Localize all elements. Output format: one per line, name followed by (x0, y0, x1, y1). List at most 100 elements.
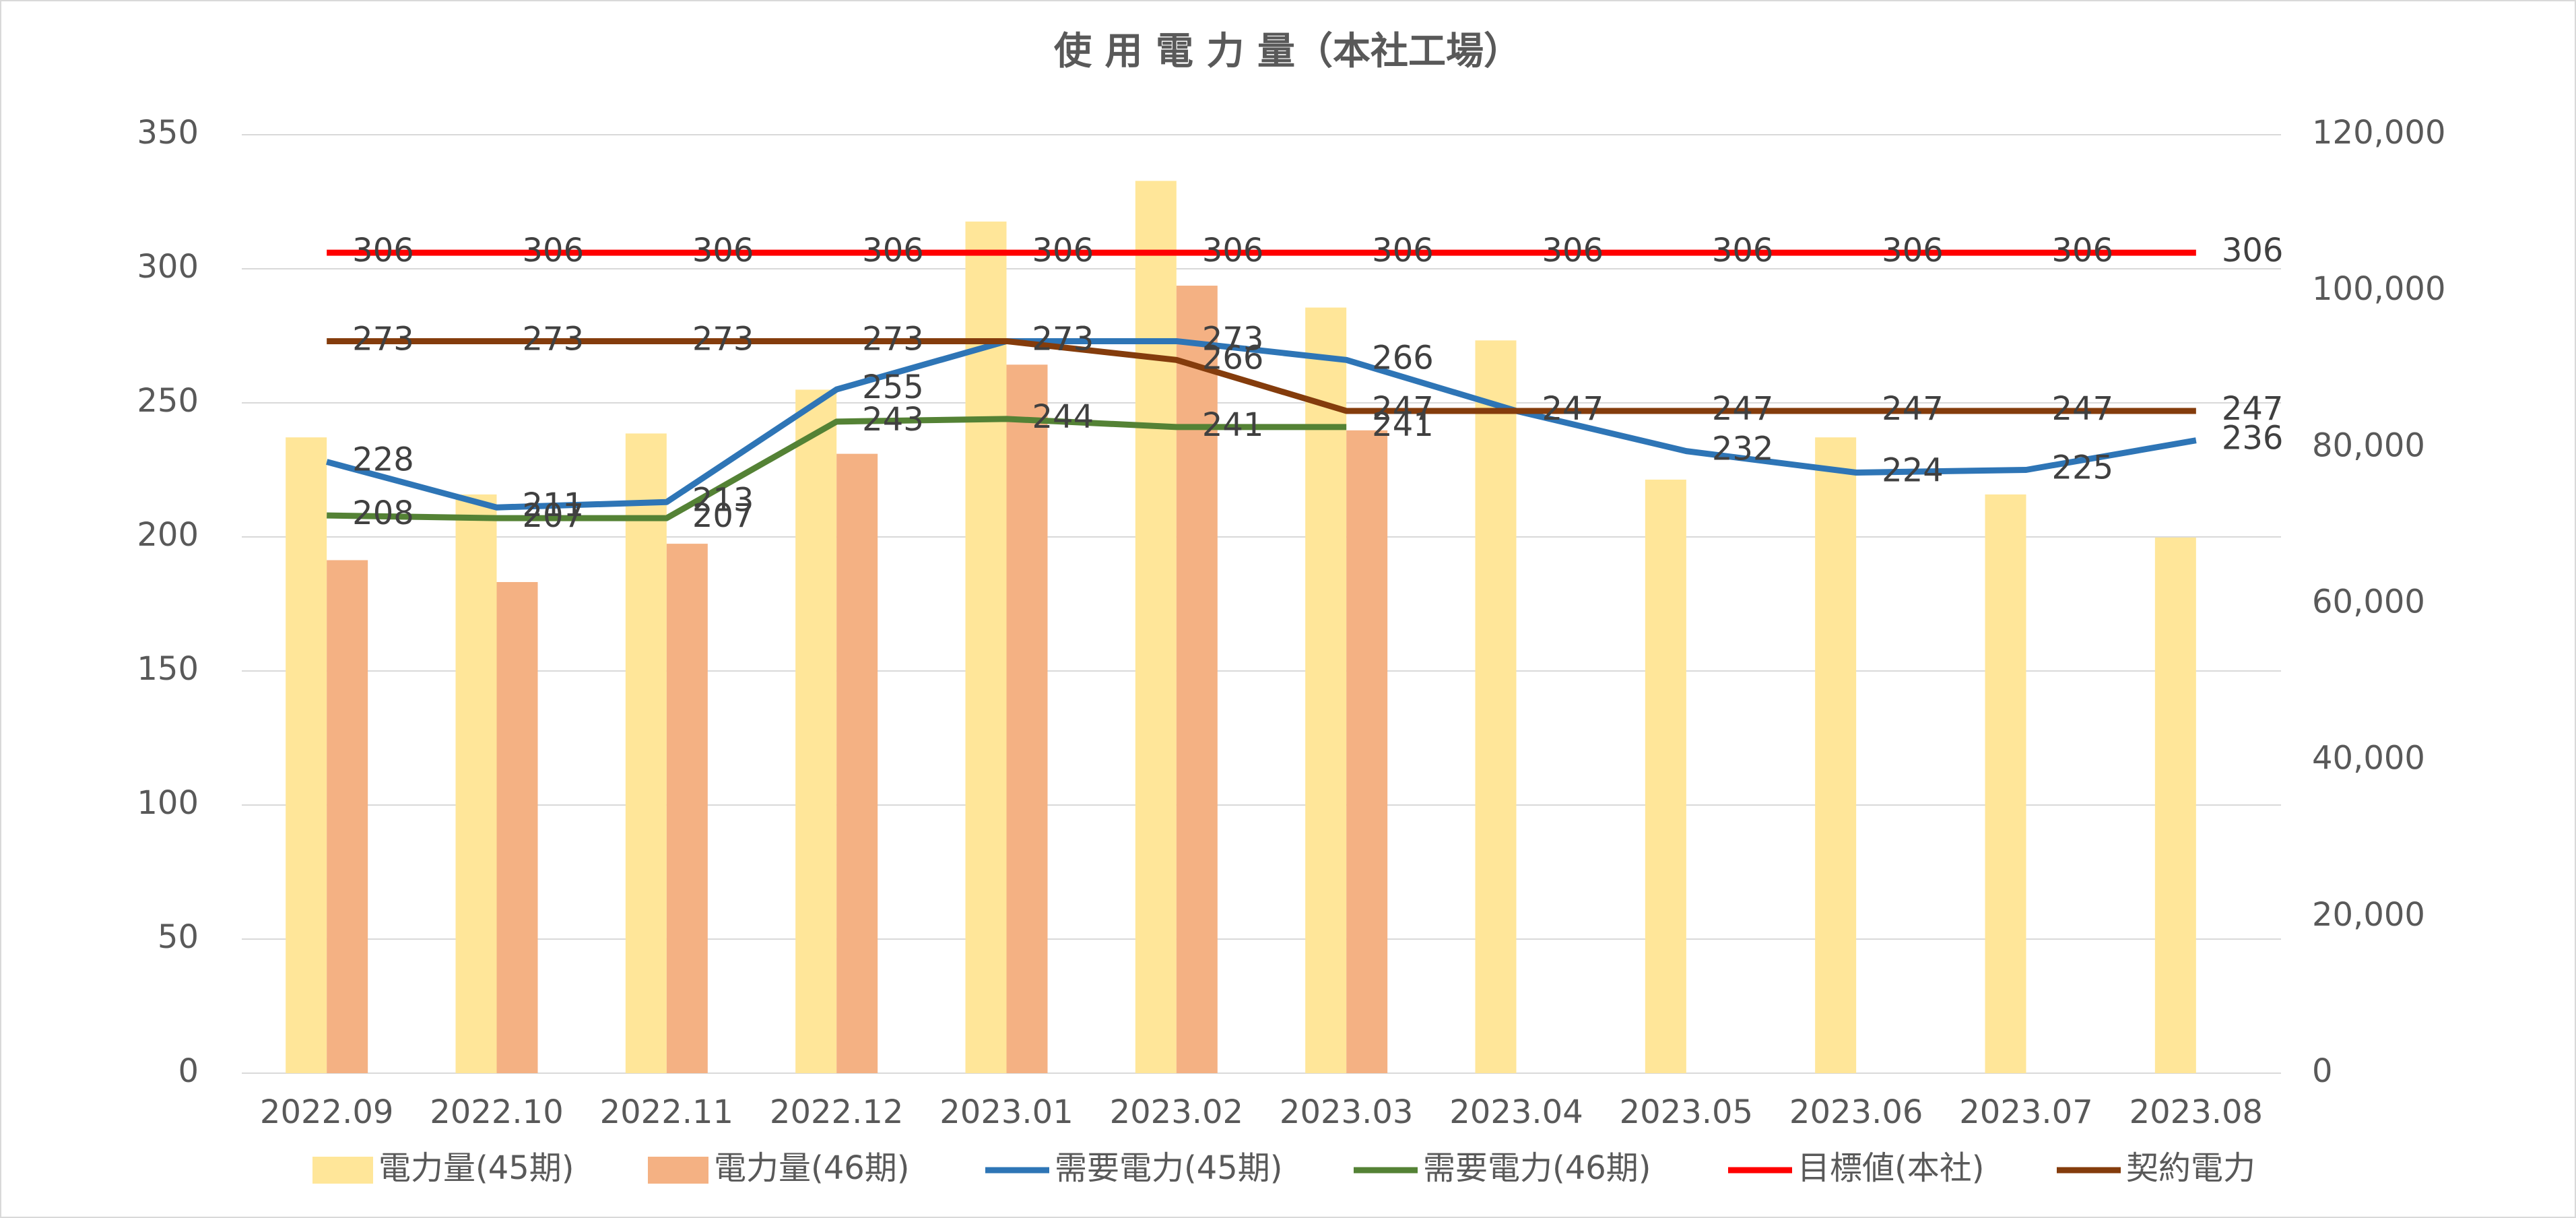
data-label: 306 (862, 232, 924, 269)
y-tick-label: 150 (137, 650, 199, 688)
x-tick-label: 2022.12 (770, 1093, 904, 1131)
y2-tick-label: 40,000 (2312, 740, 2425, 777)
y2-tick-label: 120,000 (2312, 114, 2446, 152)
bar (1135, 181, 1177, 1074)
data-label: 306 (1032, 232, 1094, 269)
bar (1645, 479, 1686, 1073)
data-label: 306 (1542, 232, 1604, 269)
x-tick-label: 2022.10 (430, 1093, 564, 1131)
data-label: 208 (352, 494, 414, 532)
bar (327, 560, 368, 1073)
bar (455, 494, 497, 1073)
data-label: 241 (1202, 406, 1264, 444)
data-label: 306 (2222, 232, 2284, 269)
data-label: 273 (1032, 320, 1094, 358)
data-label: 306 (1712, 232, 1774, 269)
data-label: 247 (1542, 390, 1604, 428)
data-label: 273 (1032, 320, 1094, 358)
bar (496, 581, 538, 1073)
y2-tick-label: 0 (2312, 1052, 2333, 1090)
bar (1985, 494, 2026, 1073)
x-tick-label: 2023.04 (1449, 1093, 1583, 1131)
bar (1346, 430, 1388, 1073)
y-tick-label: 250 (137, 382, 199, 420)
x-tick-label: 2023.08 (2129, 1093, 2264, 1131)
data-label: 306 (352, 232, 414, 269)
x-tick-label: 2023.06 (1789, 1093, 1923, 1131)
legend-label: 電力量(46期) (714, 1149, 910, 1187)
bar (286, 437, 327, 1073)
x-tick-label: 2023.02 (1110, 1093, 1244, 1131)
data-label: 247 (1712, 390, 1774, 428)
y-tick-label: 300 (137, 248, 199, 286)
data-label: 273 (692, 320, 754, 358)
x-tick-label: 2023.01 (939, 1093, 1074, 1131)
x-tick-label: 2023.03 (1280, 1093, 1414, 1131)
data-label: 306 (523, 232, 585, 269)
data-label: 273 (1202, 320, 1264, 358)
data-label: 306 (692, 232, 754, 269)
data-label: 273 (523, 320, 585, 358)
data-label: 236 (2222, 420, 2284, 457)
legend-swatch (648, 1157, 708, 1184)
data-label: 306 (2052, 232, 2114, 269)
bar (795, 389, 837, 1073)
x-tick-label: 2023.07 (1959, 1093, 2093, 1131)
data-label: 247 (1542, 390, 1604, 428)
bar (1006, 364, 1048, 1074)
data-label: 247 (1372, 390, 1434, 428)
data-label: 255 (862, 368, 924, 406)
y2-tick-label: 20,000 (2312, 896, 2425, 934)
bar (625, 433, 667, 1073)
legend-label: 電力量(45期) (378, 1149, 574, 1187)
data-label: 247 (1882, 390, 1944, 428)
legend-label: 契約電力 (2126, 1149, 2255, 1187)
data-label: 247 (2052, 390, 2114, 428)
data-label: 228 (352, 441, 414, 479)
y2-tick-label: 60,000 (2312, 583, 2425, 621)
data-label: 273 (352, 320, 414, 358)
data-label: 213 (692, 481, 754, 519)
data-label: 266 (1202, 339, 1264, 377)
y-tick-label: 50 (158, 918, 199, 956)
line (327, 338, 2196, 414)
y-tick-label: 350 (137, 114, 199, 152)
bar (836, 453, 878, 1073)
x-tick-label: 2022.09 (260, 1093, 394, 1131)
x-tick-label: 2022.11 (600, 1093, 734, 1131)
bar (965, 221, 1007, 1073)
bar (666, 544, 708, 1073)
data-label: 266 (1372, 339, 1434, 377)
x-tick-label: 2023.05 (1620, 1093, 1754, 1131)
data-label: 207 (692, 497, 754, 535)
bar (1475, 340, 1517, 1073)
legend-label: 需要電力(45期) (1055, 1149, 1283, 1187)
data-label: 244 (1032, 398, 1094, 436)
y-tick-label: 100 (137, 784, 199, 822)
y2-tick-label: 100,000 (2312, 270, 2446, 308)
data-label: 306 (1202, 232, 1264, 269)
data-label: 247 (2222, 390, 2284, 428)
y-tick-label: 200 (137, 516, 199, 554)
chart-title: 使 用 電 力 量（本社工場） (1054, 30, 1521, 73)
data-label: 306 (1372, 232, 1434, 269)
data-label: 232 (1712, 430, 1774, 468)
data-label: 306 (1882, 232, 1944, 269)
bar (1305, 307, 1347, 1073)
bar (1815, 437, 1857, 1073)
y2-tick-label: 80,000 (2312, 426, 2425, 464)
data-label: 225 (2052, 449, 2114, 487)
data-label: 207 (523, 497, 585, 535)
line (327, 416, 1347, 521)
data-label: 273 (862, 320, 924, 358)
legend-label: 目標値(本社) (1797, 1149, 1984, 1187)
data-label: 224 (1882, 451, 1944, 489)
legend-label: 需要電力(46期) (1423, 1149, 1651, 1187)
bar (1176, 286, 1218, 1074)
data-label: 211 (523, 486, 585, 524)
line (326, 338, 2197, 511)
bar (2154, 537, 2196, 1073)
data-label: 241 (1372, 406, 1434, 444)
